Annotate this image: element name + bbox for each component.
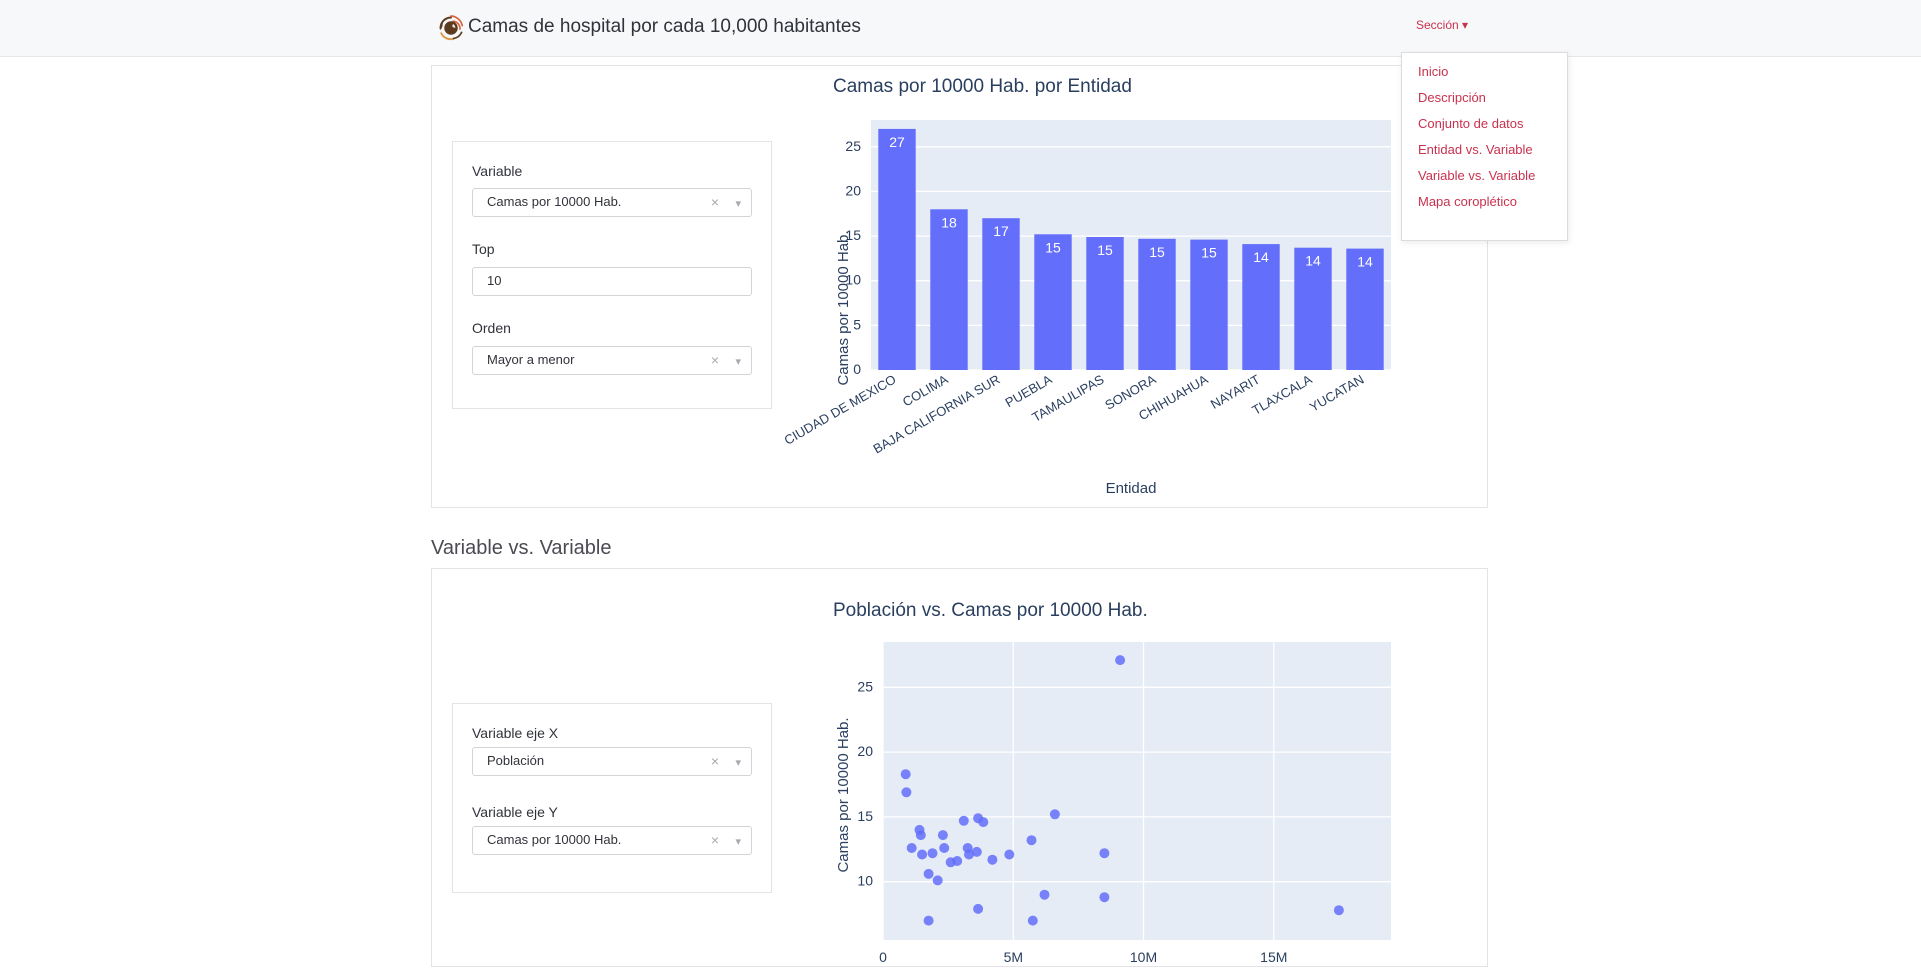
svg-text:5M: 5M xyxy=(1004,949,1023,965)
svg-text:0: 0 xyxy=(853,361,861,377)
svg-text:15: 15 xyxy=(1097,242,1113,258)
svg-text:20: 20 xyxy=(857,743,873,759)
svg-text:Camas por 10000 Hab.: Camas por 10000 Hab. xyxy=(835,717,852,872)
svg-text:14: 14 xyxy=(1305,253,1321,269)
svg-text:17: 17 xyxy=(993,223,1009,239)
svg-text:14: 14 xyxy=(1357,254,1373,270)
svg-text:Entidad: Entidad xyxy=(1106,480,1157,497)
svg-text:25: 25 xyxy=(845,138,861,154)
svg-text:15: 15 xyxy=(1201,245,1217,261)
svg-text:15M: 15M xyxy=(1260,949,1287,965)
svg-text:15: 15 xyxy=(1149,244,1165,260)
svg-text:10: 10 xyxy=(857,873,873,889)
svg-text:YUCATAN: YUCATAN xyxy=(1307,372,1367,415)
svg-text:TLAXCALA: TLAXCALA xyxy=(1249,371,1314,417)
svg-text:14: 14 xyxy=(1253,249,1269,265)
svg-text:15: 15 xyxy=(857,808,873,824)
svg-text:15: 15 xyxy=(1045,239,1061,255)
svg-text:18: 18 xyxy=(941,214,957,230)
svg-text:20: 20 xyxy=(845,182,861,198)
svg-text:Camas por 10000 Hab.: Camas por 10000 Hab. xyxy=(835,230,852,385)
svg-text:25: 25 xyxy=(857,678,873,694)
svg-text:5: 5 xyxy=(853,316,861,332)
svg-text:10M: 10M xyxy=(1130,949,1157,965)
svg-text:0: 0 xyxy=(879,949,887,965)
svg-text:27: 27 xyxy=(889,134,905,150)
